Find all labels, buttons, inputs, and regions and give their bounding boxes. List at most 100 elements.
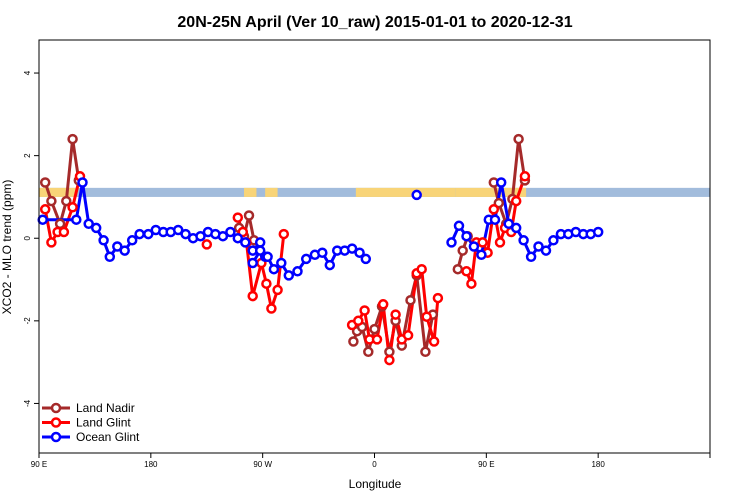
ocean-glint-point (143, 228, 154, 240)
ocean-glint-point (71, 214, 82, 225)
land-glint-point (428, 336, 440, 347)
legend-ocean-glint-label: Ocean Glint (76, 430, 140, 444)
ocean-glint-point (195, 230, 206, 242)
land-glint-point (201, 239, 213, 250)
ocean-glint-point (468, 241, 480, 252)
ocean-glint-point (510, 222, 522, 234)
land-glint-point (67, 202, 78, 213)
y-tick-label: 4 (23, 70, 32, 75)
ocean-glint-point (126, 235, 138, 246)
ocean-glint-point (354, 247, 365, 258)
land-glint-point (272, 284, 283, 296)
land-nadir-point (384, 346, 395, 358)
ocean-glint-point (172, 224, 184, 236)
land-glint-point (359, 305, 370, 316)
land-nadir-point (405, 294, 416, 306)
land-glint-point (494, 237, 506, 248)
ocean-glint-point (268, 263, 280, 275)
ocean-glint-point (540, 245, 552, 256)
x-axis-label: Longitude (349, 477, 402, 491)
ocean-glint-point (489, 214, 501, 225)
y-axis: -4 -2 0 2 4 (23, 70, 39, 407)
ocean-glint-point (476, 249, 487, 261)
land-band (355, 187, 456, 197)
ocean-glint-point (300, 253, 312, 265)
land-glint-point (390, 309, 401, 320)
land-nadir-point (420, 346, 431, 358)
land-nadir-point (46, 195, 57, 207)
land-glint-point (384, 354, 395, 366)
y-axis-label: XCO2 - MLO trend (ppm) (0, 180, 14, 315)
ocean-glint-point (254, 245, 266, 256)
x-tick-label: 0 (372, 460, 377, 469)
ocean-glint-point (548, 235, 559, 246)
land-band (244, 187, 257, 197)
chart-title: 20N-25N April (Ver 10_raw) 2015-01-01 to… (177, 14, 572, 31)
ocean-glint-point (180, 228, 191, 240)
ocean-glint-point (495, 177, 507, 188)
land-band (265, 187, 278, 197)
ocean-glint-point (525, 251, 537, 263)
ocean-glint-point (217, 230, 229, 242)
land-glint-point (247, 290, 258, 302)
ocean-glint-point (134, 228, 145, 240)
y-tick-label: -2 (23, 317, 32, 325)
ocean-glint-point (533, 241, 544, 252)
land-glint-point (58, 226, 70, 238)
ocean-glint-point (119, 245, 130, 256)
land-glint-point (402, 330, 414, 341)
ocean-glint-point (592, 226, 604, 238)
land-nadir-point (39, 177, 51, 188)
land-strip (39, 187, 710, 197)
ocean-glint-point (446, 237, 457, 248)
land-nadir-point (67, 133, 78, 145)
y-tick-label: 0 (23, 235, 32, 240)
x-tick-label: 90 W (253, 460, 272, 469)
ocean-glint-point (262, 251, 273, 263)
land-nadir-point (54, 218, 66, 230)
land-nadir-point (369, 323, 380, 335)
x-tick-label: 90 E (478, 460, 494, 469)
land-glint-point (353, 315, 364, 327)
ocean-glint-point (461, 230, 472, 242)
land-glint-point (461, 266, 472, 277)
land-glint-point (477, 237, 488, 248)
land-glint-point (488, 204, 500, 215)
series-points (37, 133, 604, 366)
land-nadir-point (61, 195, 72, 207)
legend-ocean-glint-marker (50, 431, 62, 443)
land-glint-point (39, 204, 51, 215)
ocean-glint-point (37, 214, 48, 225)
legend-land-glint-marker (50, 417, 62, 428)
legend-land-nadir-marker (50, 402, 62, 414)
legend-land-glint-label: Land Glint (76, 416, 131, 430)
land-glint-point (261, 278, 272, 289)
x-tick-label: 90 E (31, 460, 47, 469)
land-glint-point (232, 212, 244, 223)
ocean-glint-point (317, 247, 328, 258)
land-band (455, 187, 527, 197)
ocean-glint-point (98, 235, 109, 246)
ocean-glint-point (276, 257, 287, 269)
ocean-glint-point (324, 259, 336, 271)
land-glint-point (421, 311, 432, 322)
land-nadir-point (513, 133, 524, 145)
land-glint-point (416, 263, 427, 275)
land-nadir-point (457, 245, 468, 256)
land-glint-point (371, 334, 383, 345)
x-tick-label: 180 (144, 460, 158, 469)
ocean-glint-point (112, 241, 123, 252)
ocean-glint-point (346, 243, 358, 254)
ocean-glint-point (77, 177, 88, 188)
land-glint-point (266, 303, 277, 314)
land-glint-point (278, 228, 290, 240)
ocean-glint-point (283, 270, 295, 281)
ocean-glint-point (240, 237, 251, 248)
land-nadir-point (363, 346, 374, 358)
land-band (39, 187, 77, 197)
ocean-glint-point (518, 235, 529, 246)
land-nadir-point (452, 263, 464, 275)
land-nadir-point (348, 336, 359, 347)
ocean-glint-point (90, 222, 102, 234)
